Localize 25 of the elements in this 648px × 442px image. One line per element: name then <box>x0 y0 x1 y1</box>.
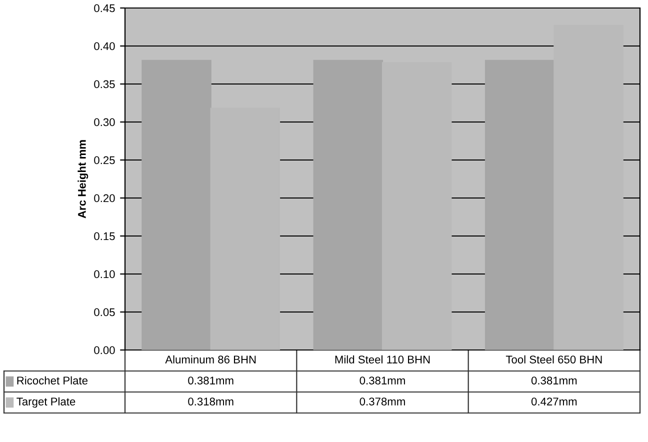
data-label: 0.381mm <box>531 376 577 384</box>
y-axis-title: Arc Height mm <box>78 140 88 218</box>
bar <box>142 60 212 350</box>
y-tick-label: 0.35 <box>94 80 115 88</box>
y-tick-label: 0.45 <box>94 4 115 12</box>
y-tick-label: 0.25 <box>94 156 115 164</box>
data-label: 0.318mm <box>188 398 234 406</box>
y-tick-label: 0.15 <box>94 232 115 240</box>
y-tick-label: 0.10 <box>94 270 115 278</box>
data-label: 0.381mm <box>188 376 234 384</box>
x-tick-label: Tool Steel 650 BHN <box>506 355 602 364</box>
y-tick-label: 0.05 <box>94 308 115 316</box>
y-tick-label: 0.40 <box>94 42 115 50</box>
legend-label: Target Plate <box>16 397 76 408</box>
y-tick-label: 0.00 <box>94 346 115 354</box>
y-tick-label: 0.30 <box>94 118 115 126</box>
bar <box>484 60 555 350</box>
data-label: 0.381mm <box>360 376 405 384</box>
bar <box>313 60 384 350</box>
x-tick-label: Aluminum 86 BHN <box>165 355 256 364</box>
y-tick-label: 0.20 <box>94 194 115 202</box>
data-label: 0.378mm <box>360 398 405 406</box>
legend-label: Ricochet Plate <box>17 376 88 384</box>
data-label: 0.427mm <box>531 398 577 406</box>
x-tick-label: Mild Steel 110 BHN <box>335 355 430 364</box>
